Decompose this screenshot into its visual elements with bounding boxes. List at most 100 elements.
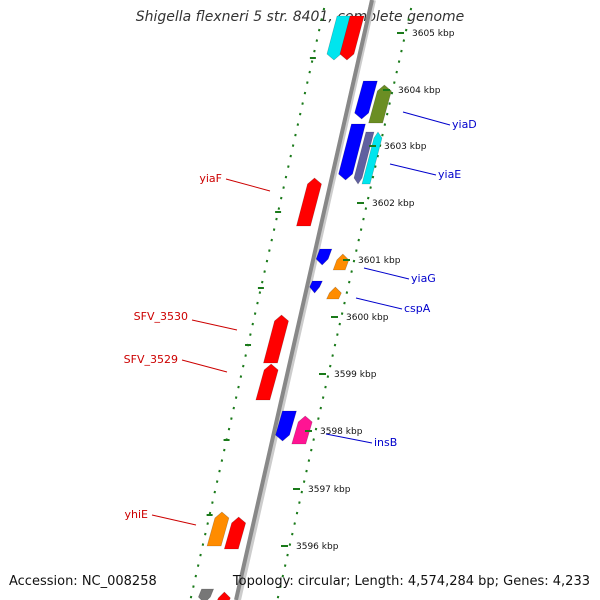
- scale-tick-label: 3601 kbp: [358, 256, 401, 266]
- track-dot: [350, 270, 353, 273]
- gene-label-SFV_3529: SFV_3529: [124, 353, 178, 366]
- gene-label-yhiE: yhiE: [125, 508, 149, 521]
- gene-label-cspA: cspA: [404, 302, 431, 315]
- label-leader-line: [181, 359, 228, 373]
- track-dot: [359, 228, 363, 231]
- label-leader-line: [402, 111, 451, 126]
- gene-label-yiaG: yiaG: [411, 272, 436, 285]
- track-dot: [220, 459, 224, 462]
- accession-text: Accession: NC_008258: [9, 574, 157, 589]
- unlabeled-gene-arrow: [338, 123, 366, 181]
- unlabeled-gene-arrow: [198, 588, 215, 600]
- track-dot: [263, 270, 266, 273]
- gene-arrow-SFV_3529: [255, 363, 279, 401]
- gene-label-insB: insB: [374, 436, 397, 449]
- track-dot: [189, 595, 193, 599]
- gene-label-SFV_3530: SFV_3530: [134, 310, 188, 323]
- track-dot: [388, 102, 391, 105]
- track-dot: [215, 480, 219, 483]
- track-dot: [288, 543, 292, 546]
- track-dot: [270, 238, 273, 242]
- track-dot: [227, 427, 231, 431]
- track-dot: [317, 28, 321, 32]
- track-dot: [308, 70, 311, 74]
- track-dot: [204, 532, 207, 536]
- track-dot: [244, 354, 247, 357]
- scale-ticks: 3605 kbp 3604 kbp 3603 kbp 3602 kbp 3601 kbp…: [281, 29, 455, 552]
- unlabeled-gene-arrow: [339, 15, 365, 61]
- label-leader-line: [225, 178, 271, 192]
- track-dot: [293, 522, 296, 525]
- track-dot: [381, 133, 384, 137]
- track-dot: [223, 448, 226, 452]
- track-dot: [211, 501, 214, 504]
- track-dot: [261, 280, 264, 284]
- track-dot: [237, 385, 240, 389]
- track-dot: [376, 154, 379, 158]
- scale-tick-label: 3602 kbp: [372, 199, 415, 209]
- scale-tick-label: 3604 kbp: [398, 86, 441, 96]
- track-dot: [407, 18, 410, 21]
- track-dot: [199, 553, 202, 557]
- track-dot: [286, 553, 289, 557]
- track-dot: [291, 532, 294, 536]
- track-dot: [275, 217, 278, 221]
- track-dot: [313, 49, 316, 53]
- track-dot: [289, 154, 292, 158]
- track-dot: [306, 81, 309, 84]
- track-dot: [338, 322, 341, 326]
- track-dot: [251, 322, 254, 326]
- track-dot: [383, 123, 387, 126]
- track-dot: [208, 511, 212, 515]
- unlabeled-gene-arrow: [315, 248, 333, 266]
- track-dot: [230, 417, 233, 420]
- track-dot: [314, 427, 318, 431]
- scale-tick-label: 3597 kbp: [308, 485, 351, 495]
- scale-tick-label: 3603 kbp: [384, 142, 427, 152]
- gene-arrow-yhiE: [206, 511, 230, 547]
- track-dot: [239, 375, 243, 378]
- track-dot: [348, 280, 351, 284]
- track-dot: [302, 480, 306, 483]
- track-dot: [287, 165, 290, 168]
- track-dot: [307, 459, 311, 462]
- track-dot: [268, 249, 271, 252]
- track-dot: [284, 175, 288, 179]
- track-dot: [402, 39, 406, 42]
- scale-tick-label: 3596 kbp: [296, 542, 339, 552]
- track-dot: [340, 312, 344, 315]
- gene-arrow-insB: [291, 415, 313, 445]
- track-dot: [232, 406, 235, 410]
- track-dot: [357, 238, 360, 242]
- track-dot: [317, 417, 320, 420]
- track-dot: [282, 186, 285, 189]
- scale-tick-label: 3598 kbp: [320, 427, 363, 437]
- unlabeled-gene-arrow: [275, 410, 297, 442]
- label-leaders: yiaD yiaE yiaF yiaG cspA SFV_3530 SFV_3529 insB…: [124, 111, 477, 526]
- track-dot: [352, 259, 356, 263]
- gene-label-yiaD: yiaD: [452, 118, 477, 131]
- track-dot: [305, 469, 308, 473]
- track-dot: [206, 522, 209, 525]
- track-dot: [310, 60, 314, 63]
- scale-tick-label: 3605 kbp: [412, 29, 455, 39]
- track-dot: [395, 70, 398, 74]
- track-dot: [298, 112, 302, 116]
- track-dot: [258, 291, 262, 294]
- track-dot: [194, 574, 198, 578]
- gene-label-yiaE: yiaE: [438, 168, 461, 181]
- track-dot: [277, 207, 281, 210]
- track-dot: [331, 354, 334, 357]
- track-dot: [369, 186, 372, 189]
- map-title: Shigella flexneri 5 str. 8401, complete …: [135, 9, 465, 25]
- track-dot: [364, 207, 368, 210]
- track-dot: [291, 144, 295, 147]
- track-dot: [322, 7, 326, 11]
- track-dot: [397, 60, 401, 63]
- track-dot: [404, 28, 408, 32]
- track-dot: [324, 385, 327, 389]
- track-dot: [393, 81, 396, 84]
- track-dot: [320, 18, 323, 21]
- track-dot: [301, 102, 304, 105]
